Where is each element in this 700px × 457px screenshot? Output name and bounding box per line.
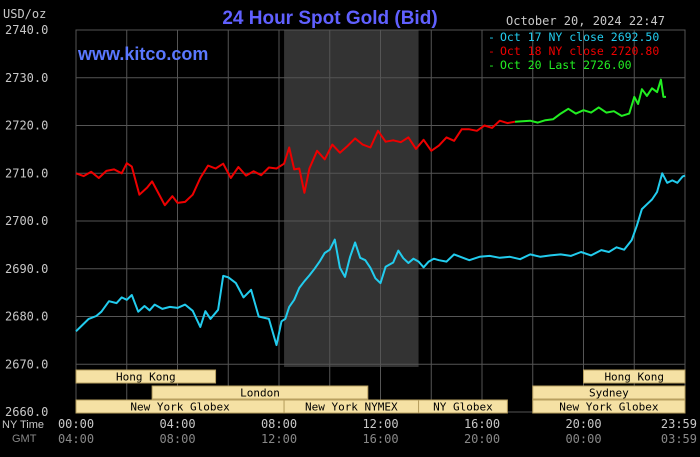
site-label: www.kitco.com (77, 44, 208, 64)
y-tick-label: 2690.0 (5, 262, 48, 276)
x-tick-ny: 00:00 (58, 417, 94, 431)
session-bar (418, 399, 508, 414)
session-label: Hong Kong (116, 371, 176, 384)
session-label: New York NYMEX (305, 401, 398, 414)
session-bar (75, 369, 217, 384)
session-label: Sydney (589, 387, 629, 400)
x-tick-gmt: 20:00 (464, 432, 500, 446)
session-label: NY Globex (433, 401, 493, 414)
x-tick-gmt: 08:00 (159, 432, 195, 446)
y-tick-label: 2670.0 (5, 357, 48, 371)
unit-label: USD/oz (3, 7, 46, 21)
nymex-shade (284, 30, 419, 367)
x-tick-ny: 12:00 (362, 417, 398, 431)
session-label: London (240, 387, 280, 400)
x-tick-ny: 23:59 (661, 417, 697, 431)
legend-marker: - (488, 44, 495, 58)
session-label: Hong Kong (604, 371, 664, 384)
session-bar (532, 385, 686, 400)
date-label: October 20, 2024 22:47 (506, 14, 665, 28)
y-tick-label: 2700.0 (5, 214, 48, 228)
series-line-1 (75, 119, 516, 207)
legend-entry: Oct 18 NY close 2720.80 (500, 44, 659, 58)
x-tick-gmt: 03:59 (661, 432, 697, 446)
legend-marker: - (488, 30, 495, 44)
x-tick-gmt: 16:00 (362, 432, 398, 446)
session-bar (151, 385, 369, 400)
legend-entry: Oct 17 NY close 2692.50 (500, 30, 659, 44)
ny-time-row-label: NY Time (2, 419, 44, 431)
x-tick-ny: 08:00 (261, 417, 297, 431)
chart-title: 24 Hour Spot Gold (Bid) (222, 8, 437, 29)
session-bar (583, 369, 686, 384)
series-line-2 (514, 78, 666, 124)
legend-marker: - (488, 58, 495, 72)
y-tick-label: 2660.0 (5, 405, 48, 419)
session-bar (532, 399, 686, 414)
y-tick-label: 2730.0 (5, 71, 48, 85)
y-tick-label: 2740.0 (5, 23, 48, 37)
x-tick-ny: 04:00 (159, 417, 195, 431)
y-tick-label: 2720.0 (5, 119, 48, 133)
x-tick-gmt: 04:00 (58, 432, 94, 446)
y-tick-label: 2680.0 (5, 310, 48, 324)
gmt-row-label: GMT (12, 433, 37, 445)
x-tick-gmt: 00:00 (565, 432, 601, 446)
session-label: New York Globex (130, 401, 230, 414)
x-tick-ny: 20:00 (565, 417, 601, 431)
legend-entry: Oct 20 Last 2726.00 (500, 58, 632, 72)
x-tick-ny: 16:00 (464, 417, 500, 431)
y-tick-label: 2710.0 (5, 166, 48, 180)
series-line-0 (75, 172, 686, 347)
session-label: New York Globex (559, 401, 659, 414)
x-tick-gmt: 12:00 (261, 432, 297, 446)
